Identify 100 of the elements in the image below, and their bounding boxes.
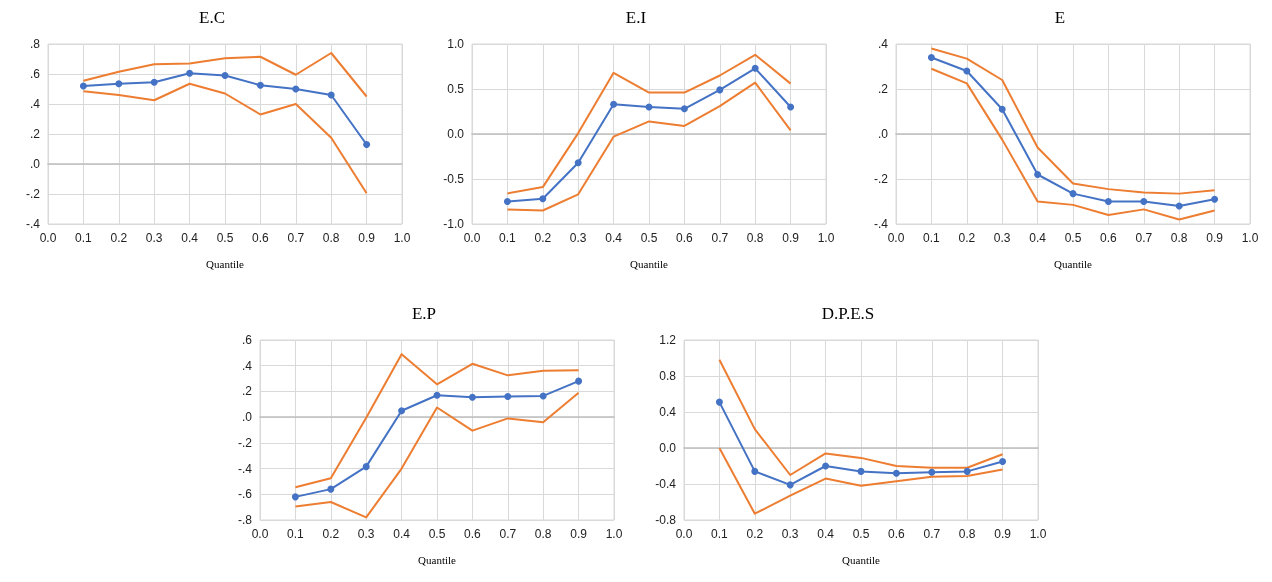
point bbox=[539, 195, 547, 203]
line-series bbox=[718, 358, 1004, 476]
x-axis-title: Quantile bbox=[418, 553, 457, 566]
x-tick-label: 0.6 bbox=[464, 527, 482, 541]
x-tick-label: 0.1 bbox=[499, 231, 517, 245]
x-tick-label: 0.7 bbox=[1135, 231, 1153, 245]
x-tick-label: 0.5 bbox=[1064, 231, 1082, 245]
x-tick-label: 0.8 bbox=[746, 231, 764, 245]
x-tick-label: 0.4 bbox=[817, 527, 835, 541]
x-tick-label: 0.8 bbox=[958, 527, 976, 541]
x-tick-label: 0.4 bbox=[393, 527, 411, 541]
point bbox=[1175, 202, 1183, 210]
x-tick-label: 0.1 bbox=[75, 231, 93, 245]
x-tick-label: 0.7 bbox=[287, 231, 305, 245]
x-tick-label: 0.2 bbox=[534, 231, 552, 245]
y-tick-label: .4 bbox=[29, 97, 41, 111]
x-tick-label: 1.0 bbox=[605, 527, 623, 541]
point bbox=[927, 54, 935, 61]
x-tick-label: 0.0 bbox=[887, 231, 905, 245]
x-tick-label: 0.2 bbox=[746, 527, 764, 541]
point bbox=[751, 467, 759, 475]
y-tick-label: -0.4 bbox=[655, 477, 677, 491]
x-tick-label: 0.9 bbox=[570, 527, 588, 541]
point bbox=[363, 141, 371, 148]
y-tick-label: .2 bbox=[29, 127, 41, 141]
line-series bbox=[718, 447, 1004, 515]
x-tick-label: 0.8 bbox=[1170, 231, 1188, 245]
y-tick-label: 0.0 bbox=[659, 441, 677, 455]
chart-title: E.C bbox=[199, 8, 225, 27]
x-tick-label: 0.5 bbox=[428, 527, 446, 541]
y-tick-label: .2 bbox=[241, 384, 253, 399]
y-tick-label: .6 bbox=[29, 67, 41, 81]
line-series bbox=[294, 353, 580, 489]
x-tick-label: 0.3 bbox=[145, 231, 163, 245]
point bbox=[327, 485, 335, 493]
point bbox=[362, 463, 370, 471]
point bbox=[928, 468, 936, 476]
y-tick-label: .0 bbox=[29, 157, 41, 171]
x-tick-label: 0.6 bbox=[676, 231, 694, 245]
point bbox=[716, 86, 724, 94]
point bbox=[892, 469, 900, 477]
y-tick-label: .4 bbox=[241, 358, 253, 373]
y-tick-label: -.4 bbox=[873, 217, 889, 231]
point bbox=[963, 67, 971, 75]
y-tick-label: -.6 bbox=[237, 487, 253, 502]
point bbox=[786, 481, 794, 489]
y-tick-label: -.2 bbox=[25, 187, 41, 201]
point bbox=[751, 64, 759, 72]
x-tick-label: 0.3 bbox=[357, 527, 375, 541]
point bbox=[433, 391, 441, 399]
x-tick-label: 0.1 bbox=[711, 527, 729, 541]
point bbox=[575, 377, 583, 385]
y-tick-label: .8 bbox=[29, 37, 41, 51]
point bbox=[822, 462, 830, 470]
x-tick-label: 0.9 bbox=[994, 527, 1012, 541]
point bbox=[221, 72, 229, 79]
line-series bbox=[294, 391, 580, 519]
y-tick-label: -.4 bbox=[25, 217, 41, 231]
x-tick-label: 0.7 bbox=[499, 527, 517, 541]
y-tick-label: .0 bbox=[241, 410, 253, 425]
x-axis-title: Quantile bbox=[842, 553, 881, 566]
point bbox=[1211, 195, 1219, 203]
chart-title: E.I bbox=[625, 8, 647, 27]
y-tick-label: .0 bbox=[877, 127, 889, 141]
x-tick-label: 0.3 bbox=[569, 231, 587, 245]
y-tick-label: -.8 bbox=[237, 513, 253, 527]
y-tick-label: 1.2 bbox=[659, 333, 677, 347]
x-tick-label: 0.6 bbox=[888, 527, 906, 541]
point bbox=[1104, 198, 1112, 205]
x-tick-label: 0.2 bbox=[110, 231, 128, 245]
x-tick-label: 0.8 bbox=[534, 527, 552, 541]
x-tick-label: 0.9 bbox=[358, 231, 376, 245]
point bbox=[79, 82, 87, 90]
point bbox=[150, 78, 158, 86]
y-tick-label: 0.5 bbox=[447, 82, 465, 96]
y-tick-label: 0.8 bbox=[659, 369, 677, 383]
x-tick-label: 0.5 bbox=[216, 231, 234, 245]
x-tick-label: 0.0 bbox=[251, 527, 269, 541]
point bbox=[398, 407, 406, 415]
x-tick-label: 0.3 bbox=[993, 231, 1011, 245]
x-tick-label: 0.5 bbox=[640, 231, 658, 245]
point bbox=[327, 91, 335, 99]
point bbox=[256, 81, 264, 89]
point bbox=[963, 467, 971, 475]
chart-title: E.P bbox=[411, 304, 437, 323]
x-tick-label: 0.6 bbox=[1100, 231, 1118, 245]
y-tick-label: -.2 bbox=[873, 172, 889, 186]
point bbox=[468, 393, 476, 401]
line-series bbox=[506, 81, 792, 212]
line-series bbox=[506, 53, 792, 195]
x-tick-label: 1.0 bbox=[393, 231, 411, 245]
x-tick-label: 0.1 bbox=[923, 231, 941, 245]
x-tick-label: 0.7 bbox=[711, 231, 729, 245]
y-tick-label: 0.4 bbox=[659, 405, 677, 419]
y-tick-label: -0.8 bbox=[655, 513, 677, 527]
x-tick-label: 0.9 bbox=[1206, 231, 1224, 245]
x-tick-label: 0.5 bbox=[852, 527, 870, 541]
x-tick-label: 0.4 bbox=[181, 231, 199, 245]
point bbox=[539, 392, 547, 400]
x-tick-label: 0.1 bbox=[287, 527, 305, 541]
